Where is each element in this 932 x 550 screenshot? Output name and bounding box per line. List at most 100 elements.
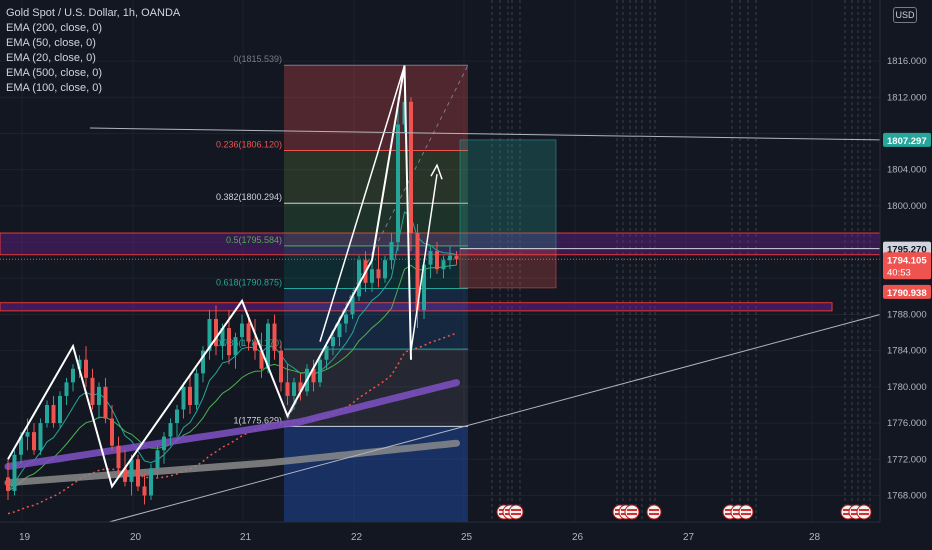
time-tick-label: 27 — [683, 532, 695, 543]
fibonacci-retracement[interactable]: 0(1815.539) 0.236(1806.120) 0.382(1800.294… — [216, 54, 469, 522]
ema-20-line — [7, 211, 457, 492]
us-flag-stripe — [859, 513, 869, 515]
candle-body — [103, 386, 108, 419]
us-flag-stripe — [725, 513, 735, 515]
projection-arrow-shaft — [410, 174, 438, 351]
candle-body — [350, 296, 355, 315]
time-tick-label: 21 — [240, 532, 252, 543]
candle-body — [396, 124, 400, 243]
candle-body — [376, 269, 381, 279]
candle-body — [409, 101, 413, 234]
candle-body — [194, 373, 199, 405]
candle-body — [357, 260, 361, 297]
candle-body — [188, 386, 192, 405]
candle-body — [441, 260, 446, 270]
candle-body — [454, 255, 459, 260]
us-flag-stripe — [851, 513, 861, 515]
price-tick-label: 1812.000 — [887, 92, 927, 103]
fib-level-label: 0(1815.539) — [233, 54, 282, 64]
candle-body — [246, 323, 251, 342]
candles — [6, 65, 459, 505]
candle-body — [32, 432, 36, 451]
candle-body — [51, 404, 56, 424]
candle-body — [116, 445, 121, 469]
candle-body — [220, 328, 225, 347]
candle-body — [64, 382, 69, 396]
time-axis-bg — [0, 522, 932, 550]
candle-body — [45, 404, 49, 424]
price-tick-label: 1776.000 — [887, 418, 927, 429]
us-flag-stripe — [733, 509, 743, 511]
candle-body — [38, 423, 43, 451]
candle-body — [123, 468, 127, 482]
currency-badge[interactable]: USD — [893, 7, 917, 23]
us-flag-stripe — [843, 509, 853, 511]
candle-body — [6, 477, 10, 491]
fib-band — [284, 288, 468, 350]
candle-body — [90, 377, 95, 405]
ascending-trendline — [89, 313, 881, 528]
price-axis[interactable]: 1768.000 1772.000 1776.000 1780.000 1784.000… — [879, 0, 932, 522]
time-tick-label: 28 — [809, 532, 821, 543]
ema-500-line — [4, 439, 460, 487]
target-price-label-bg — [883, 132, 931, 147]
us-flag-stripe — [627, 509, 637, 511]
candle-body — [149, 468, 153, 496]
candle-body — [142, 486, 147, 496]
us-flag-stripe — [741, 509, 751, 511]
target-price-label: 1807.297 — [887, 136, 927, 147]
us-flag-stripe — [511, 509, 521, 511]
time-tick-label: 25 — [461, 532, 473, 543]
candle-body — [428, 251, 433, 265]
price-tick-label: 1800.000 — [887, 201, 927, 212]
candle-body — [435, 251, 439, 270]
price-tick-label: 1804.000 — [887, 165, 927, 176]
fib-level-label: 1(1775.629) — [233, 415, 282, 425]
price-tick-label: 1768.000 — [887, 490, 927, 501]
stop-price-label-bg — [883, 284, 931, 299]
fib-level-label: 0.5(1795.584) — [226, 235, 282, 245]
candle-body — [311, 368, 316, 383]
candle-body — [292, 382, 296, 396]
event-flags[interactable] — [496, 504, 872, 520]
ema-100-line — [7, 332, 457, 515]
candle-body — [201, 350, 205, 374]
fib-level-label: 0.382(1800.294) — [216, 192, 282, 202]
candle-body — [168, 423, 173, 437]
ema-200-line — [4, 379, 460, 470]
candle-body — [175, 409, 179, 424]
price-tick-label: 1816.000 — [887, 56, 927, 67]
time-tick-label: 22 — [351, 532, 363, 543]
us-flag-stripe — [843, 513, 853, 515]
candle-body — [207, 319, 212, 351]
channel-upper-line — [319, 65, 406, 342]
long-position-tool[interactable] — [459, 139, 880, 289]
candle-body — [318, 359, 322, 383]
last-price-badge — [883, 252, 931, 280]
price-tick-label: 1784.000 — [887, 346, 927, 357]
candle-body — [12, 454, 17, 491]
candle-body — [155, 450, 160, 469]
drawings[interactable] — [7, 65, 881, 528]
time-axis[interactable]: 19 20 21 22 25 26 27 28 — [0, 521, 932, 550]
us-flag-icon — [856, 504, 872, 520]
time-tick-label: 26 — [572, 532, 584, 543]
candle-body — [233, 337, 238, 356]
position-stop-zone — [459, 248, 557, 289]
us-flag-stripe — [733, 513, 743, 515]
time-tick-label: 19 — [19, 532, 31, 543]
us-flag-stripe — [627, 513, 637, 515]
price-tick-label: 1788.000 — [887, 309, 927, 320]
candle-body — [298, 382, 303, 392]
descending-trendline — [89, 127, 881, 141]
ema-lines — [4, 211, 460, 515]
candle-body — [383, 260, 387, 279]
us-flag-stripe — [649, 513, 659, 515]
candle-body — [279, 350, 283, 383]
candle-body — [58, 395, 62, 424]
candle-body — [448, 255, 452, 261]
price-tick-label: 1780.000 — [887, 382, 927, 393]
candle-body — [129, 459, 134, 482]
position-target-zone — [459, 139, 557, 250]
